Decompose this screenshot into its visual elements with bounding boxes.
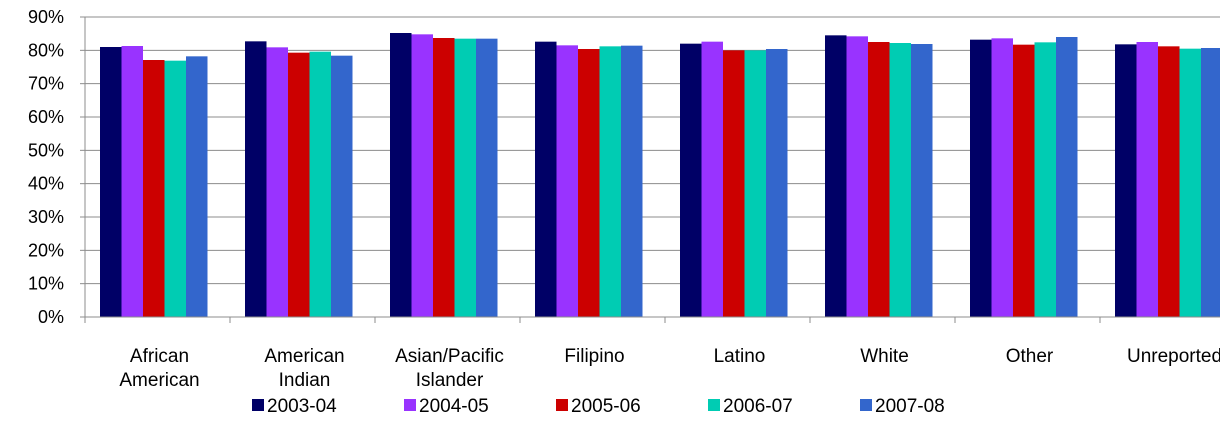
- legend-swatch: [556, 399, 568, 411]
- y-tick-label: 40%: [28, 174, 64, 194]
- x-tick-label: Indian: [279, 370, 331, 391]
- x-tick-label: Filipino: [564, 346, 624, 367]
- bar: [1013, 44, 1035, 318]
- x-tick-label: White: [860, 346, 909, 367]
- bar: [599, 46, 621, 317]
- bar: [164, 60, 186, 318]
- bar: [266, 47, 288, 317]
- y-tick-label: 50%: [28, 140, 64, 160]
- legend-swatch: [404, 399, 416, 411]
- y-tick-label: 80%: [28, 40, 64, 60]
- y-tick-label: 30%: [28, 207, 64, 227]
- bar: [889, 43, 911, 317]
- bar: [766, 49, 788, 317]
- bar: [1115, 44, 1137, 317]
- bar: [621, 45, 643, 318]
- x-tick-label: Unreported: [1127, 346, 1220, 367]
- bar: [245, 41, 267, 317]
- bar: [911, 44, 933, 317]
- bar: [744, 50, 766, 317]
- bar: [100, 47, 122, 317]
- bar: [846, 36, 868, 317]
- x-tick-label: African: [130, 346, 189, 367]
- bar: [186, 56, 208, 317]
- y-tick-label: 70%: [28, 74, 64, 94]
- y-tick-label: 90%: [28, 7, 64, 27]
- bar: [390, 33, 412, 317]
- bar: [701, 41, 723, 318]
- legend-label: 2005-06: [571, 396, 641, 417]
- bar: [476, 38, 498, 318]
- bar: [121, 46, 143, 317]
- bar: [970, 39, 992, 318]
- x-tick-label: Other: [1006, 346, 1054, 367]
- legend-label: 2004-05: [419, 396, 489, 417]
- legend-label: 2006-07: [723, 396, 793, 417]
- legend-swatch: [860, 399, 872, 411]
- y-tick-label: 20%: [28, 240, 64, 260]
- bar: [143, 60, 165, 317]
- legend-swatch: [708, 399, 720, 411]
- x-tick-label: American: [264, 346, 344, 367]
- bar: [1179, 48, 1201, 318]
- x-tick-label: American: [119, 370, 199, 391]
- bar: [1056, 37, 1078, 317]
- bar: [331, 55, 353, 318]
- bar: [723, 50, 745, 317]
- bar: [288, 52, 310, 318]
- bar: [309, 51, 331, 318]
- bar: [578, 49, 600, 317]
- bar: [680, 43, 702, 318]
- x-tick-label: Asian/Pacific: [395, 346, 504, 367]
- bar: [535, 41, 557, 318]
- bar: [454, 38, 476, 318]
- bar: [556, 45, 578, 317]
- bar: [1034, 42, 1056, 317]
- bar: [868, 42, 890, 317]
- y-tick-label: 0%: [38, 307, 64, 327]
- x-tick-label: Islander: [416, 370, 484, 391]
- bar: [991, 38, 1013, 317]
- legend-label: 2007-08: [875, 396, 945, 417]
- y-tick-label: 60%: [28, 107, 64, 127]
- bar: [1158, 46, 1180, 317]
- bar: [825, 35, 847, 317]
- legend-label: 2003-04: [267, 396, 337, 417]
- x-tick-label: Latino: [714, 346, 766, 367]
- legend-swatch: [252, 399, 264, 411]
- y-tick-label: 10%: [28, 274, 64, 294]
- bar: [411, 34, 433, 317]
- bar: [433, 38, 455, 317]
- bar: [1136, 42, 1158, 317]
- bar: [1201, 48, 1220, 317]
